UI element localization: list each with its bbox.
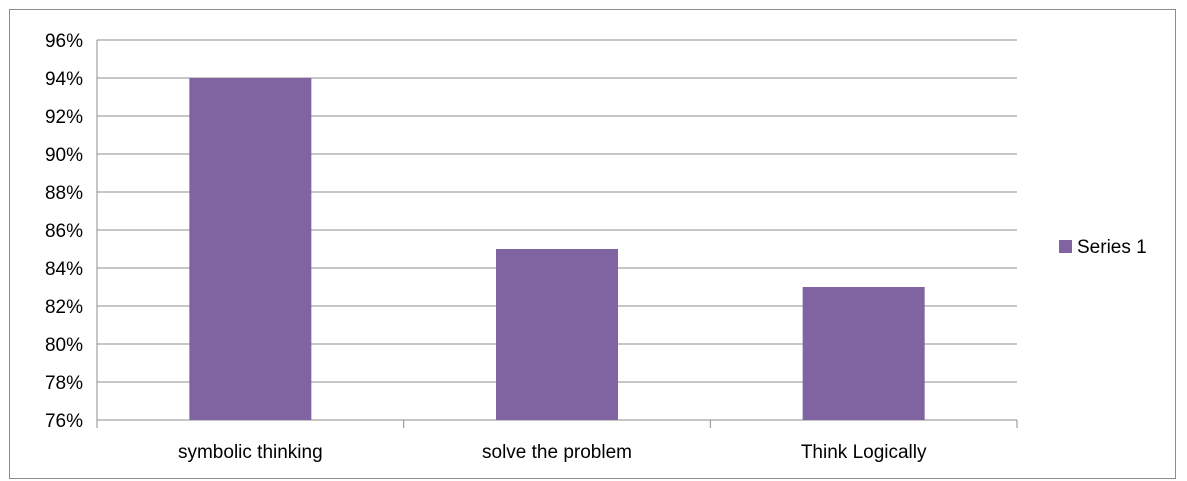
x-category-label: symbolic thinking xyxy=(178,442,323,463)
y-tick-label: 96% xyxy=(45,31,83,52)
bar xyxy=(496,249,618,420)
y-tick-label: 94% xyxy=(45,69,83,90)
legend: Series 1 xyxy=(1059,237,1147,258)
x-category-label: solve the problem xyxy=(482,442,632,463)
bars xyxy=(189,78,925,420)
y-axis-ticks: 76% 78% 80% 82% 84% 86% 88% 90% 92% 94% 96% xyxy=(45,31,83,432)
y-tick-label: 92% xyxy=(45,107,83,128)
y-tick-label: 80% xyxy=(45,335,83,356)
bar xyxy=(189,78,312,420)
y-tick-label: 90% xyxy=(45,145,83,166)
x-axis: symbolic thinking solve the problem Think … xyxy=(96,40,1018,463)
y-tick-label: 88% xyxy=(45,183,83,204)
y-tick-label: 82% xyxy=(45,297,83,318)
y-tick-label: 84% xyxy=(45,259,83,280)
bar xyxy=(802,287,925,420)
x-category-label: Think Logically xyxy=(801,442,927,463)
y-tick-label: 86% xyxy=(45,221,83,242)
y-tick-label: 78% xyxy=(45,373,83,394)
legend-swatch xyxy=(1059,240,1072,253)
legend-label: Series 1 xyxy=(1077,237,1147,258)
y-tick-label: 76% xyxy=(45,411,83,432)
